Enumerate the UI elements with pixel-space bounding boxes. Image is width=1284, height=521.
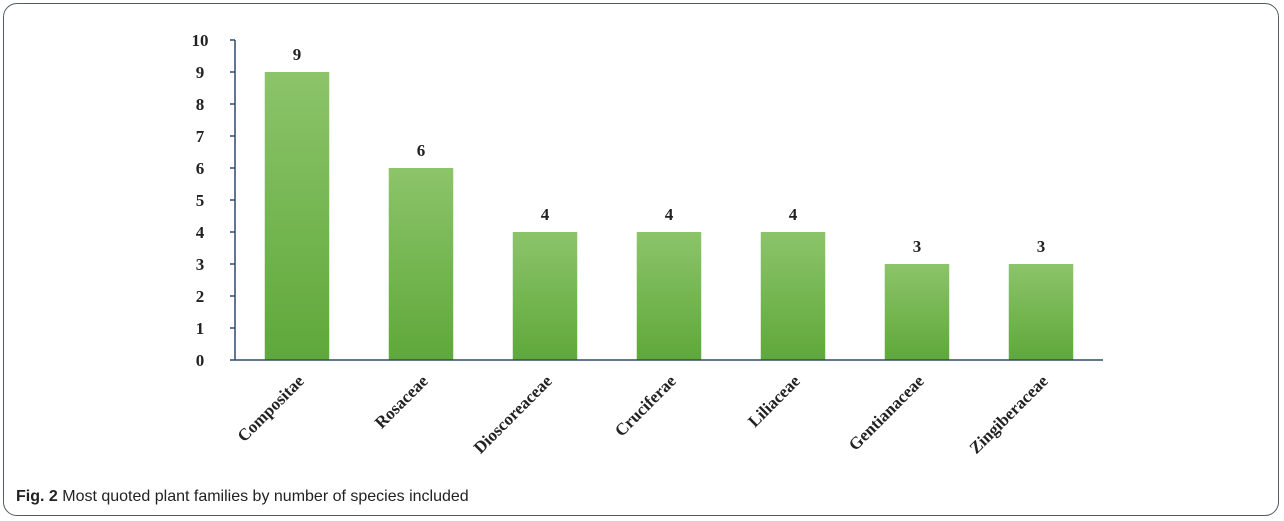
y-tick-label: 3 [196,255,205,274]
y-tick-label: 1 [196,319,205,338]
x-tick-label: Compositae [234,371,309,446]
y-tick-label: 9 [196,63,205,82]
y-tick-label: 0 [196,351,205,370]
figure-caption: Fig. 2 Most quoted plant families by num… [16,488,469,506]
x-tick-label: Cruciferae [611,371,680,440]
data-label: 4 [665,205,674,224]
data-label: 3 [913,237,922,256]
data-label: 9 [293,45,302,64]
y-tick-label: 8 [196,95,205,114]
x-tick-label: Zingiberaceae [966,371,1053,458]
y-tick-label: 2 [196,287,205,306]
x-axis: Compositae Rosaceae Dioscoreaceae Crucifera… [234,359,1103,458]
data-label: 3 [1037,237,1046,256]
x-tick-label: Dioscoreaceae [470,371,556,457]
bars: 9 6 4 4 4 3 3 [264,45,1074,360]
figure-caption-text: Most quoted plant families by number of … [62,488,469,505]
data-label: 6 [417,141,426,160]
bar [884,264,950,360]
bar [636,232,702,360]
bar [388,168,454,360]
figure-number: Fig. 2 [16,488,58,505]
x-tick-label: Liliaceae [744,371,804,431]
data-label: 4 [789,205,798,224]
y-tick-label: 10 [192,31,209,50]
bar [1008,264,1074,360]
bar [760,232,826,360]
x-tick-label: Rosaceae [371,371,432,432]
y-tick-label: 7 [196,127,205,146]
y-tick-label: 6 [196,159,205,178]
y-axis: 0 1 2 3 4 5 6 7 8 9 10 [192,31,236,370]
y-tick-label: 5 [196,191,205,210]
bar [264,72,330,360]
bar [512,232,578,360]
data-label: 4 [541,205,550,224]
x-tick-label: Gentianaceae [845,371,928,454]
y-tick-label: 4 [196,223,205,242]
figure-frame [3,3,1279,516]
